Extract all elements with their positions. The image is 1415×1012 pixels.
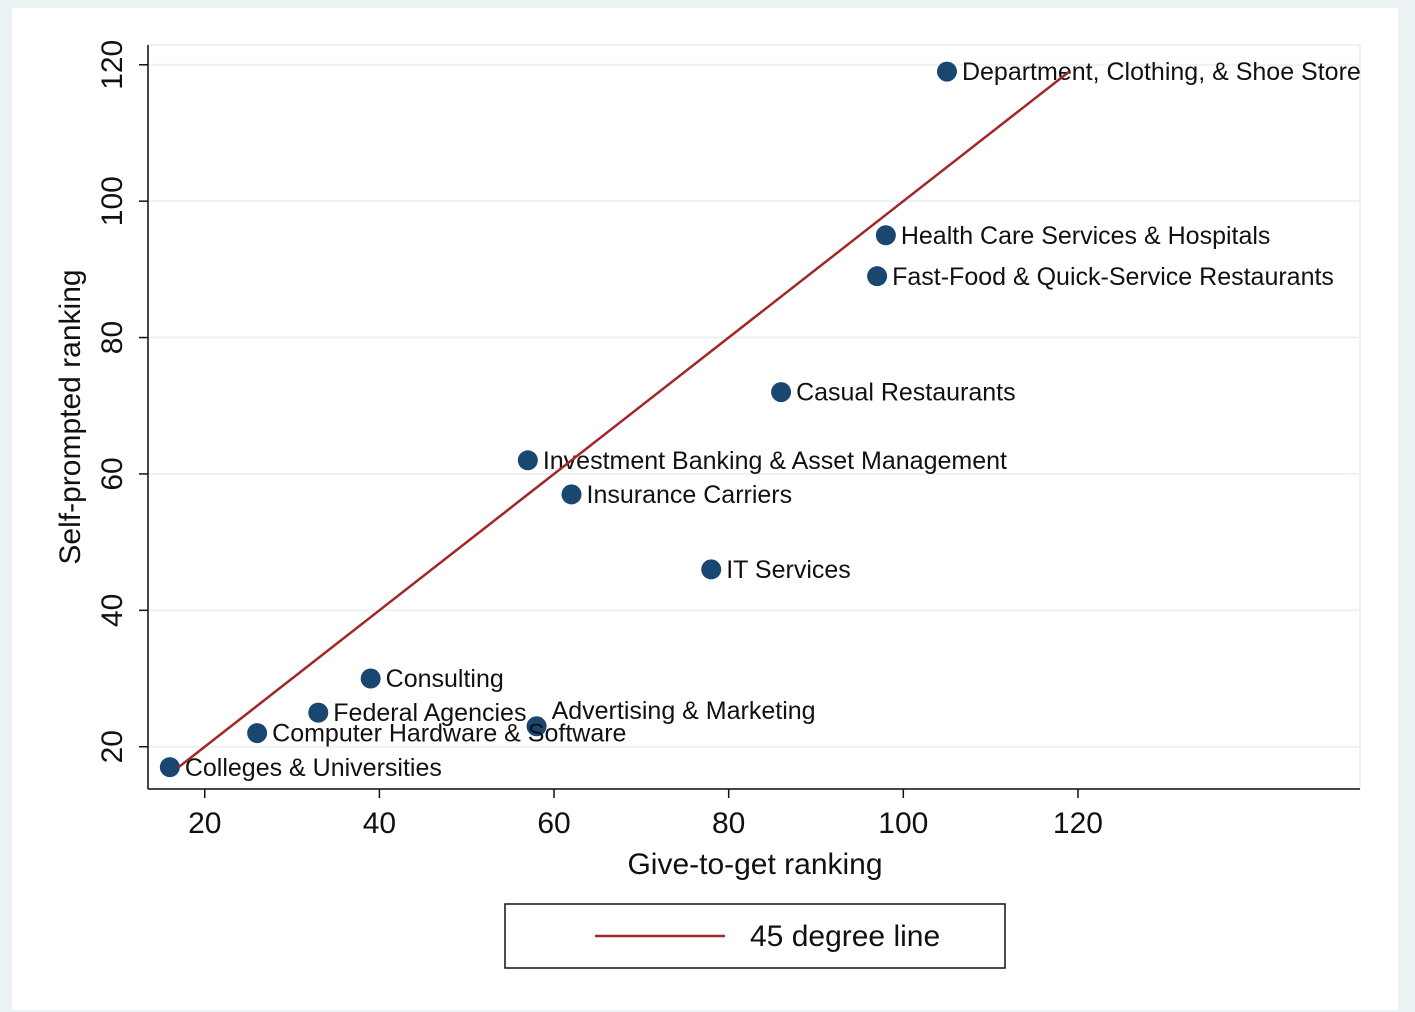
point xyxy=(517,450,538,471)
x-axis-title: Give-to-get ranking xyxy=(627,848,882,881)
point xyxy=(159,757,180,778)
x-tick-label: 100 xyxy=(878,807,928,840)
x-tick-label: 80 xyxy=(712,807,745,840)
x-tick-label: 40 xyxy=(363,807,396,840)
y-tick-label: 60 xyxy=(96,457,129,490)
y-axis-title: Self-prompted ranking xyxy=(54,269,87,564)
y-tick-label: 20 xyxy=(96,730,129,763)
point xyxy=(561,484,582,505)
point-label: Casual Restaurants xyxy=(796,379,1016,407)
y-tick-label: 80 xyxy=(96,321,129,354)
point xyxy=(247,723,268,744)
point-label: Department, Clothing, & Shoe Store xyxy=(962,58,1361,86)
point-label: Computer Hardware & Software xyxy=(272,720,626,748)
point-label: Health Care Services & Hospitals xyxy=(901,222,1271,250)
point-label: Colleges & Universities xyxy=(185,754,442,782)
y-tick-label: 100 xyxy=(96,176,129,226)
plot-region xyxy=(147,44,1361,790)
point xyxy=(875,225,896,246)
point-label: Consulting xyxy=(386,665,504,693)
y-tick-label: 40 xyxy=(96,594,129,627)
legend-box xyxy=(504,903,1006,969)
point-label: Insurance Carriers xyxy=(587,481,793,509)
point xyxy=(867,266,888,287)
x-tick-label: 20 xyxy=(188,807,221,840)
y-tick-label: 120 xyxy=(96,40,129,90)
point xyxy=(771,382,792,403)
point xyxy=(936,61,957,82)
x-tick-label: 120 xyxy=(1053,807,1103,840)
point-label: Advertising & Marketing xyxy=(552,697,816,725)
point xyxy=(308,702,329,723)
point-label: IT Services xyxy=(726,556,851,584)
point xyxy=(360,668,381,689)
legend-label: 45 degree line xyxy=(750,920,940,953)
point xyxy=(701,559,722,580)
x-tick-label: 60 xyxy=(537,807,570,840)
point xyxy=(526,716,547,737)
point-label: Fast-Food & Quick-Service Restaurants xyxy=(892,263,1334,291)
degree-line xyxy=(177,70,1070,769)
point-label: Investment Banking & Asset Management xyxy=(543,447,1007,475)
point-label: Federal Agencies xyxy=(333,699,526,727)
